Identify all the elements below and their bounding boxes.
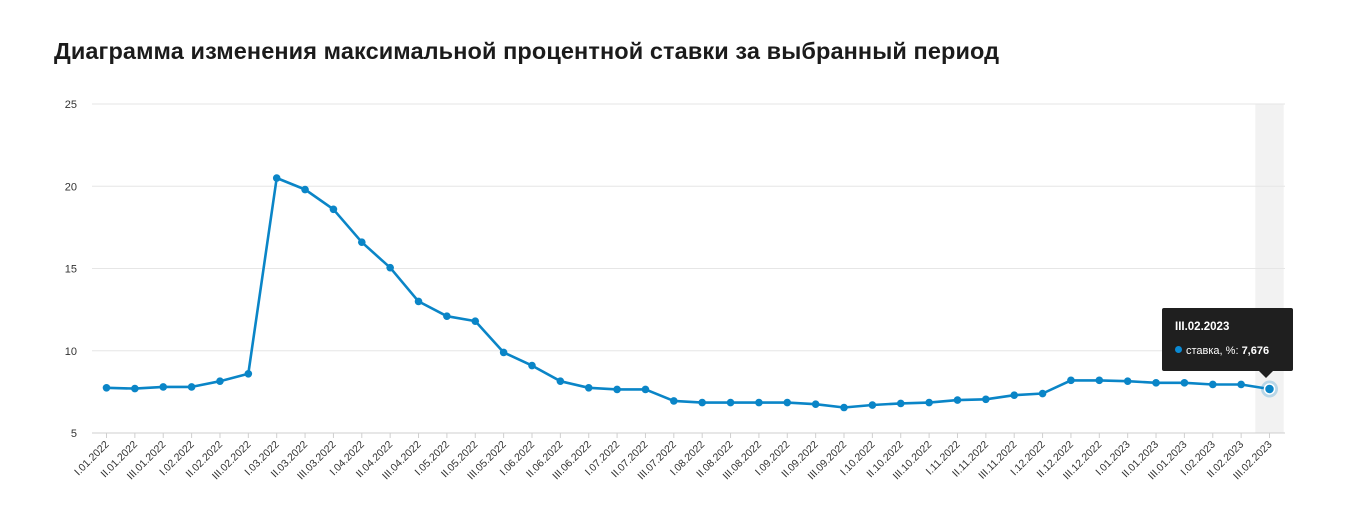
data-point xyxy=(953,396,962,404)
data-point xyxy=(471,317,480,325)
data-point xyxy=(755,398,763,407)
data-point xyxy=(272,174,281,182)
data-point xyxy=(783,398,792,407)
data-point xyxy=(925,398,933,407)
chart-title: Диаграмма изменения максимальной процент… xyxy=(54,38,1000,64)
y-tick-label: 15 xyxy=(65,264,77,276)
data-point xyxy=(698,398,706,407)
data-point xyxy=(641,385,650,394)
data-point xyxy=(670,397,678,405)
data-point xyxy=(1208,380,1217,389)
data-point xyxy=(102,383,111,392)
tooltip-value: 7,676 xyxy=(1241,345,1270,357)
data-point xyxy=(301,185,309,194)
data-point xyxy=(726,398,735,407)
active-data-point xyxy=(1263,383,1276,395)
data-point xyxy=(131,384,139,393)
data-point xyxy=(1152,379,1160,387)
data-point xyxy=(357,238,366,246)
data-point xyxy=(216,377,224,385)
tooltip-row: ставка, %: 7,676 xyxy=(1175,345,1269,357)
data-point xyxy=(159,383,168,391)
data-point xyxy=(584,383,593,392)
data-point xyxy=(443,312,451,321)
data-point xyxy=(414,297,423,306)
data-point xyxy=(1095,376,1104,385)
series-line xyxy=(106,176,1270,409)
data-point xyxy=(329,205,338,214)
data-point xyxy=(868,401,877,409)
tooltip-date: III.02.2023 xyxy=(1175,321,1230,333)
y-tick-label: 20 xyxy=(65,181,77,193)
data-point xyxy=(244,369,253,378)
data-point xyxy=(1237,380,1245,389)
data-point xyxy=(982,395,990,404)
data-point xyxy=(1123,377,1132,385)
data-point xyxy=(1180,379,1189,387)
data-point xyxy=(811,400,820,409)
tooltip: III.02.2023 ставка, %: 7,676 xyxy=(1162,308,1293,378)
tooltip-series-label: ставка, %: xyxy=(1186,345,1239,357)
data-point xyxy=(1010,391,1019,399)
y-tick-label: 25 xyxy=(65,99,77,111)
data-point xyxy=(840,403,848,412)
data-point xyxy=(613,385,621,394)
data-point xyxy=(1067,376,1075,385)
data-point xyxy=(528,361,536,370)
data-point xyxy=(187,383,196,391)
data-point xyxy=(556,377,565,385)
data-point xyxy=(896,399,905,408)
data-point xyxy=(1038,389,1047,398)
data-point xyxy=(386,263,394,272)
y-tick-label: 5 xyxy=(71,428,77,440)
y-tick-label: 10 xyxy=(65,346,77,358)
data-point xyxy=(499,348,508,357)
tooltip-series-dot xyxy=(1175,346,1182,353)
